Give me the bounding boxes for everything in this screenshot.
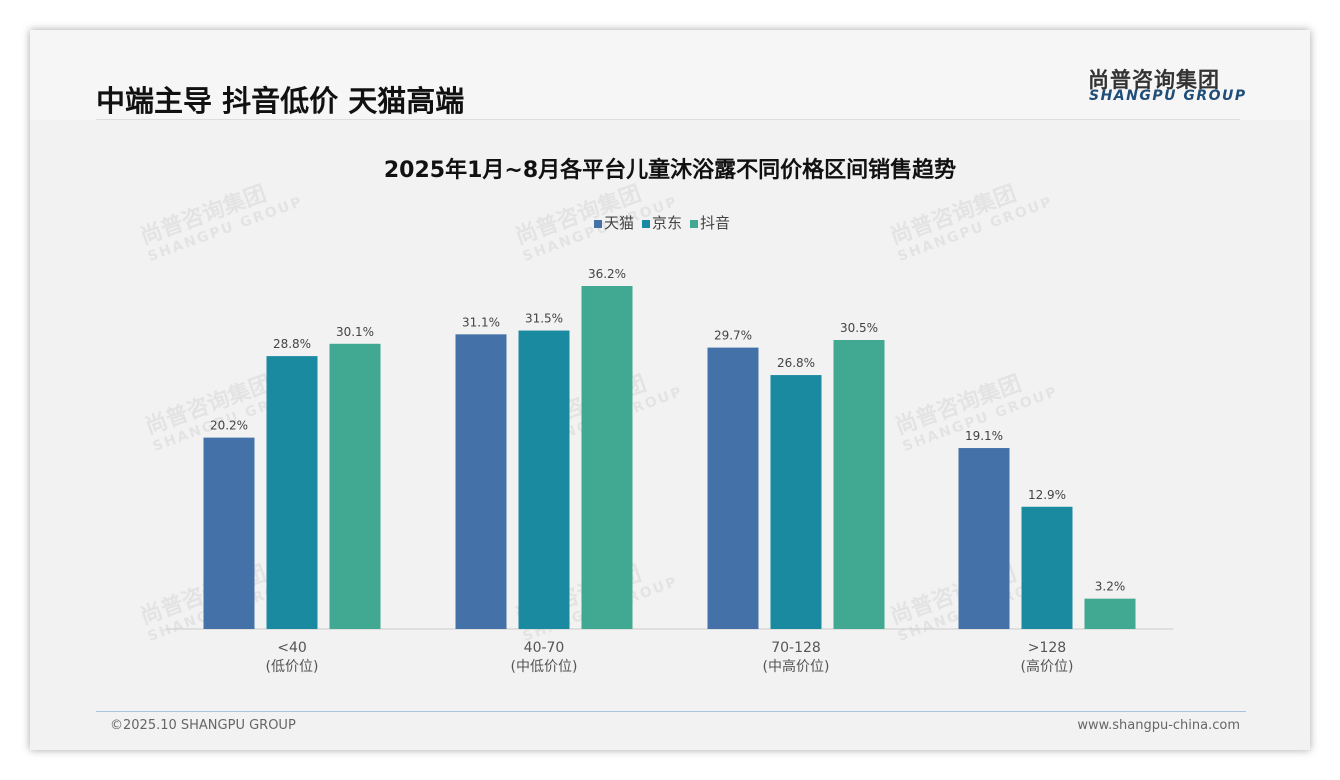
- logo-en: SHANGPU GROUP: [1089, 88, 1247, 104]
- legend: 天猫 京东 抖音: [594, 212, 730, 233]
- bar: [833, 340, 885, 629]
- divider: [96, 119, 1240, 120]
- data-label: 29.7%: [714, 329, 752, 343]
- page-title: 中端主导 抖音低价 天猫高端: [96, 84, 465, 118]
- legend-item: 抖音: [690, 212, 730, 233]
- bar: [958, 448, 1010, 629]
- legend-label: 京东: [652, 214, 683, 232]
- bar: [203, 437, 255, 629]
- header: [30, 30, 1310, 120]
- legend-label: 天猫: [604, 214, 635, 232]
- bar: [1021, 506, 1073, 629]
- bar: [266, 356, 318, 629]
- data-label: 3.2%: [1095, 580, 1126, 594]
- bar: [455, 334, 507, 629]
- x-tick-label: 40-70: [524, 640, 565, 656]
- data-label: 36.2%: [588, 267, 626, 281]
- copyright: ©2025.10 SHANGPU GROUP: [110, 718, 296, 733]
- x-tick-sublabel: (中高价位): [763, 658, 830, 675]
- data-label: 20.2%: [210, 419, 248, 433]
- x-tick-label: <40: [277, 640, 307, 656]
- chart-title: 2025年1月~8月各平台儿童沐浴露不同价格区间销售趋势: [383, 158, 957, 183]
- data-label: 31.1%: [462, 315, 500, 329]
- bar: [329, 343, 381, 629]
- bar: [770, 375, 822, 629]
- x-tick-sublabel: (低价位): [266, 659, 319, 675]
- bar: [1084, 598, 1136, 629]
- logo-cn: 尚普咨询集团: [1088, 68, 1220, 92]
- x-tick-sublabel: (高价位): [1021, 658, 1074, 675]
- footer-divider: [96, 711, 1246, 712]
- legend-swatch: [690, 220, 699, 228]
- x-tick-sublabel: (中低价位): [511, 659, 578, 675]
- data-label: 30.5%: [840, 321, 878, 335]
- x-tick-label: 70-128: [771, 640, 821, 656]
- bar: [581, 286, 633, 629]
- bar: [518, 330, 570, 629]
- legend-label: 抖音: [700, 214, 731, 232]
- data-label: 31.5%: [525, 312, 563, 326]
- data-label: 12.9%: [1028, 488, 1066, 502]
- data-label: 30.1%: [336, 325, 374, 339]
- legend-swatch: [594, 220, 602, 228]
- data-label: 28.8%: [273, 337, 311, 351]
- legend-item: 天猫: [594, 212, 634, 233]
- slide: [30, 30, 1310, 750]
- data-label: 19.1%: [965, 429, 1003, 443]
- website-link[interactable]: www.shangpu-china.com: [1077, 718, 1240, 733]
- bar: [707, 347, 759, 629]
- x-tick-label: >128: [1028, 640, 1066, 656]
- data-label: 26.8%: [777, 356, 815, 370]
- legend-item: 京东: [642, 212, 682, 233]
- legend-swatch: [642, 220, 651, 228]
